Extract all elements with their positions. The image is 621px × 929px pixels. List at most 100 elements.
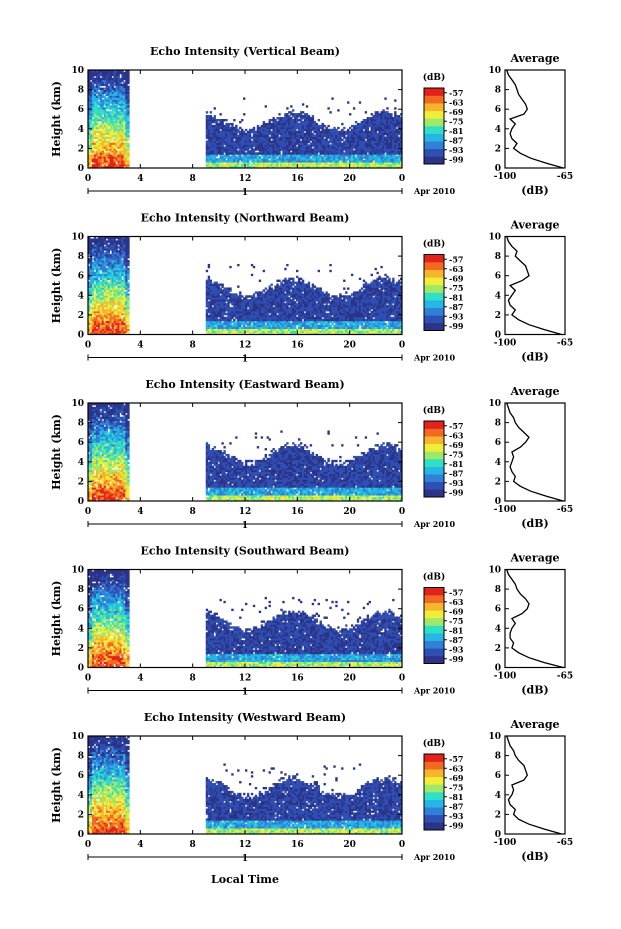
heatmap-cell: [343, 136, 346, 139]
heatmap-cell: [311, 117, 315, 120]
heatmap-cell: [313, 154, 317, 157]
heatmap-cell: [350, 166, 354, 169]
heatmap-cell: [91, 126, 95, 130]
heatmap-cell: [223, 128, 226, 132]
heatmap-cell: [117, 160, 120, 163]
heatmap-cell: [290, 119, 293, 122]
heatmap-cell: [245, 162, 248, 165]
heatmap-cell: [386, 150, 389, 153]
heatmap-cell: [125, 85, 128, 89]
heatmap-cell: [119, 150, 122, 153]
heatmap-cell: [229, 156, 232, 159]
heatmap-cell: [121, 138, 124, 141]
heatmap-cell: [125, 164, 128, 167]
heatmap-cell: [268, 120, 271, 124]
heatmap-cell: [246, 150, 250, 153]
heatmap-cell: [123, 156, 126, 159]
heatmap-cell: [207, 263, 211, 267]
heatmap-cell: [123, 71, 126, 75]
heatmap-cell: [374, 150, 377, 153]
heatmap-cell: [296, 152, 299, 155]
heatmap-cell: [307, 136, 311, 139]
heatmap-cell: [248, 152, 252, 155]
heatmap-cell: [93, 126, 97, 130]
heatmap-cell: [109, 150, 112, 153]
heatmap-cell: [301, 162, 305, 165]
heatmap-cell: [217, 144, 220, 147]
heatmap-cell: [113, 81, 116, 85]
heatmap-cell: [103, 73, 107, 77]
heatmap-cell: [307, 150, 311, 153]
heatmap-cell: [297, 130, 301, 134]
heatmap-cell: [219, 152, 222, 155]
heatmap-cell: [215, 162, 218, 165]
heatmap-cell: [127, 166, 130, 169]
heatmap-cell: [123, 95, 126, 98]
heatmap-cell: [321, 140, 324, 143]
heatmap-cell: [213, 130, 216, 134]
heatmap-cell: [205, 152, 209, 155]
heatmap-cell: [245, 154, 248, 157]
heatmap-cell: [123, 154, 126, 157]
heatmap-cell: [347, 130, 350, 134]
heatmap-cell: [248, 130, 252, 134]
heatmap-cell: [350, 146, 354, 149]
heatmap-cell: [366, 154, 370, 157]
heatmap-cell: [297, 132, 301, 136]
heatmap-cell: [315, 126, 319, 130]
heatmap-cell: [358, 166, 362, 169]
heatmap-cell: [370, 166, 373, 169]
heatmap-cell: [119, 164, 122, 167]
heatmap-cell: [93, 164, 97, 167]
heatmap-cell: [337, 146, 340, 149]
heatmap-cell: [362, 138, 366, 141]
heatmap-cell: [284, 160, 287, 163]
heatmap-cell: [89, 115, 93, 118]
heatmap-cell: [123, 132, 126, 136]
heatmap-cell: [97, 73, 101, 77]
heatmap-cell: [274, 126, 277, 130]
heatmap-cell: [101, 87, 105, 90]
heatmap-cell: [386, 115, 389, 118]
heatmap-cell: [103, 148, 107, 151]
heatmap-cell: [321, 158, 324, 161]
heatmap-cell: [305, 154, 309, 157]
heatmap-cell: [315, 142, 319, 145]
heatmap-cell: [372, 124, 375, 128]
heatmap-cell: [115, 122, 118, 126]
heatmap-cell: [243, 130, 246, 134]
heatmap-cell: [280, 146, 283, 149]
heatmap-cell: [341, 132, 344, 136]
heatmap-cell: [260, 132, 264, 136]
heatmap-cell: [256, 160, 260, 163]
heatmap-cell: [97, 111, 101, 114]
y-tick-label: 10: [71, 66, 84, 76]
heatmap-cell: [229, 148, 232, 151]
heatmap-cell: [107, 162, 110, 165]
heatmap-cell: [115, 166, 118, 169]
heatmap-cell: [99, 162, 103, 165]
heatmap-cell: [111, 156, 114, 159]
heatmap-cell: [229, 166, 232, 169]
heatmap-cell: [211, 120, 214, 124]
heatmap-cell: [248, 140, 252, 143]
heatmap-cell: [217, 146, 220, 149]
heatmap-cell: [252, 156, 256, 159]
heatmap-cell: [125, 71, 128, 75]
heatmap-cell: [217, 142, 220, 145]
heatmap-cell: [390, 138, 393, 141]
heatmap-cell: [384, 97, 387, 100]
heatmap-cell: [217, 164, 220, 167]
heatmap-cell: [311, 138, 315, 141]
heatmap-cell: [333, 156, 336, 159]
heatmap-cell: [335, 154, 338, 157]
heatmap-cell: [272, 158, 275, 161]
heatmap-cell: [297, 119, 301, 122]
heatmap-cell: [364, 128, 368, 132]
heatmap-cell: [299, 122, 303, 126]
heatmap-cell: [360, 154, 364, 157]
heatmap-cell: [243, 158, 246, 161]
heatmap-cell: [103, 87, 107, 90]
heatmap-cell: [301, 132, 305, 136]
colorbar-swatch: [424, 126, 444, 134]
